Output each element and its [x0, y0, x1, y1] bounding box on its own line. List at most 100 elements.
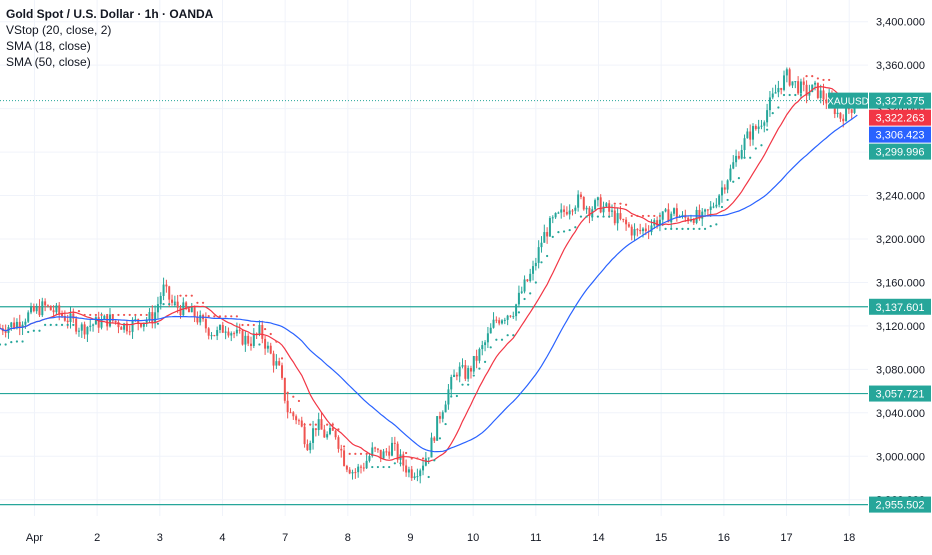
candle-body: [526, 279, 529, 282]
vstop-dot: [438, 437, 442, 440]
candle-body: [475, 355, 478, 361]
candle-body: [269, 345, 272, 354]
candle-body: [376, 448, 379, 450]
candle-body: [825, 99, 828, 104]
vstop-dot: [754, 147, 757, 150]
vstop-dot: [641, 214, 645, 218]
candle-body: [86, 326, 89, 335]
vstop-dot: [602, 215, 605, 218]
candle-body: [13, 322, 16, 329]
candle-body: [151, 312, 154, 324]
vstop-dot: [21, 340, 24, 343]
vstop-dot: [60, 323, 64, 327]
vstop-dot: [613, 202, 616, 205]
vstop-dot: [534, 281, 537, 284]
candle-body: [839, 112, 842, 119]
legend-sma50[interactable]: SMA (50, close): [6, 55, 91, 69]
vstop-dot: [765, 128, 769, 131]
vstop-dot: [252, 323, 255, 327]
candle-body: [754, 126, 757, 129]
candle-body: [675, 208, 678, 218]
candle-body: [467, 368, 470, 379]
candle-body: [822, 90, 825, 100]
candle-body: [500, 320, 503, 324]
candle-body: [709, 206, 712, 210]
vstop-dot: [574, 226, 577, 229]
candle-body: [75, 318, 78, 332]
candle-body: [159, 295, 162, 305]
legend-sma18[interactable]: SMA (18, close): [6, 39, 91, 53]
candle-body: [120, 327, 123, 330]
vstop-dot: [653, 214, 656, 218]
vstop-dot: [743, 156, 746, 159]
candle-body: [89, 325, 92, 327]
vstop-dot: [89, 313, 92, 317]
candle-body: [560, 209, 563, 213]
vstop-dot: [444, 422, 447, 426]
vstop-dot: [168, 303, 171, 306]
vstop-dot: [292, 395, 295, 398]
vstop-dot: [698, 227, 701, 230]
vstop-dot: [38, 329, 41, 332]
vstop-dot: [709, 225, 712, 228]
candle-body: [642, 228, 645, 232]
candle-body: [673, 208, 676, 214]
candle-body: [199, 315, 202, 323]
vstop-dot: [619, 202, 622, 205]
vstop-dot: [365, 452, 368, 455]
candle-body: [405, 465, 408, 473]
candle-body: [515, 304, 518, 317]
candle-body: [554, 213, 557, 218]
candle-body: [295, 416, 298, 421]
candle-body: [842, 118, 845, 122]
candle-body: [343, 450, 346, 466]
candle-body: [797, 81, 800, 94]
candle-body: [622, 218, 625, 220]
price-tag-label: 3,306.423: [876, 130, 925, 142]
vstop-dot: [732, 180, 735, 183]
chart-title[interactable]: Gold Spot / U.S. Dollar · 1h · OANDA: [6, 7, 214, 21]
candle-body: [723, 187, 726, 190]
vstop-dot: [371, 465, 374, 469]
vstop-dot: [235, 315, 238, 318]
vstop-dot: [489, 346, 492, 349]
price-tag-bg: [869, 92, 931, 109]
vstop-dot: [483, 360, 487, 363]
sma50-line: [0, 114, 858, 453]
candle-body: [472, 355, 475, 372]
candle-body: [743, 138, 746, 151]
vstop-dot: [546, 254, 549, 258]
vstop-dot: [331, 423, 334, 426]
candle-body: [568, 210, 571, 215]
legend-vstop[interactable]: VStop (20, close, 2): [6, 23, 112, 37]
candle-body: [805, 84, 808, 96]
candle-body: [664, 209, 667, 212]
candle-body: [780, 87, 783, 90]
vstop-dot: [506, 334, 509, 337]
vstop-dot: [788, 93, 791, 97]
vstop-dot: [517, 311, 521, 314]
x-tick-label: 3: [157, 532, 163, 544]
candle-body: [701, 211, 704, 219]
candle-body: [636, 229, 639, 231]
vstop-dot: [201, 301, 205, 304]
candle-body: [38, 306, 41, 316]
y-tick-label: 3,120.000: [876, 321, 925, 333]
candle-body: [799, 81, 802, 94]
candle-body: [740, 150, 743, 159]
candle-body: [323, 429, 326, 438]
candle-body: [337, 437, 340, 449]
vstop-dot: [55, 323, 58, 327]
candle-body: [596, 197, 599, 201]
candle-body: [774, 92, 777, 94]
vstop-dot: [450, 395, 453, 398]
candle-body: [218, 325, 221, 331]
y-tick-label: 3,240.000: [876, 191, 925, 203]
candle-body: [785, 69, 788, 76]
candle-body: [613, 210, 616, 224]
candle-body: [427, 457, 430, 459]
vstop-dot: [128, 313, 131, 317]
y-tick-label: 3,400.000: [876, 17, 925, 29]
